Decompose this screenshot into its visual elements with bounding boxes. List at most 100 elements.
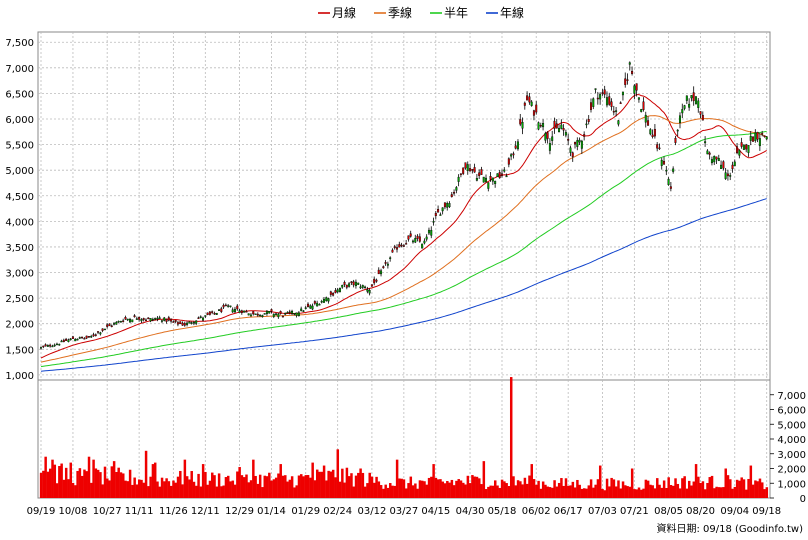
volume-bar bbox=[382, 488, 385, 498]
volume-bar bbox=[199, 486, 203, 498]
candle bbox=[74, 339, 77, 342]
candle bbox=[218, 309, 221, 311]
candle bbox=[471, 168, 474, 171]
candle bbox=[87, 336, 90, 338]
volume-bar bbox=[391, 485, 394, 498]
volume-tick-label: 7,000 bbox=[777, 391, 806, 402]
candle bbox=[316, 302, 319, 307]
candle bbox=[692, 92, 695, 102]
candle bbox=[624, 78, 627, 85]
candle bbox=[521, 122, 524, 129]
volume-bar bbox=[341, 468, 344, 498]
candle bbox=[553, 120, 556, 129]
candle bbox=[206, 312, 209, 315]
volume-bar bbox=[551, 487, 554, 498]
legend-label-1: 季線 bbox=[388, 5, 412, 20]
volume-bar bbox=[106, 478, 109, 498]
candle bbox=[92, 334, 95, 337]
price-tick-label: 3,500 bbox=[5, 243, 34, 254]
price-tick-label: 1,500 bbox=[5, 345, 34, 356]
volume-bar bbox=[85, 471, 88, 498]
candle bbox=[322, 298, 325, 303]
price-tick-label: 1,000 bbox=[5, 371, 34, 382]
candle bbox=[434, 212, 437, 217]
volume-bar bbox=[507, 486, 511, 498]
candle bbox=[377, 269, 380, 275]
x-tick-label: 12/29 bbox=[225, 506, 254, 517]
candle bbox=[202, 317, 205, 321]
x-axis: 09/19 10/08 10/27 11/11 11/26 12/11 12/29 01/14… bbox=[27, 506, 782, 517]
candle bbox=[108, 323, 111, 327]
volume-bar bbox=[637, 487, 641, 498]
candle bbox=[432, 221, 435, 223]
candle bbox=[535, 104, 538, 113]
candle bbox=[90, 336, 93, 338]
volume-bar bbox=[179, 470, 182, 498]
candle bbox=[678, 115, 681, 124]
volume-bar bbox=[233, 484, 237, 498]
volume-bar bbox=[39, 472, 43, 498]
candle bbox=[341, 284, 344, 288]
volume-bar bbox=[692, 481, 696, 498]
volume-bar bbox=[699, 482, 702, 498]
candle bbox=[644, 114, 647, 123]
volume-bar bbox=[706, 482, 709, 498]
candle bbox=[642, 101, 645, 111]
volume-bar bbox=[592, 487, 595, 498]
volume-bar bbox=[185, 476, 189, 498]
candle bbox=[354, 281, 357, 287]
candle bbox=[758, 138, 761, 147]
volume-bar bbox=[398, 478, 401, 498]
volume-bar bbox=[90, 482, 93, 498]
volume-bar bbox=[295, 485, 298, 498]
volume-bar bbox=[468, 483, 472, 498]
candle bbox=[291, 310, 294, 314]
candle bbox=[478, 172, 481, 176]
candle bbox=[249, 314, 252, 317]
candle bbox=[475, 178, 478, 181]
candle bbox=[81, 336, 84, 339]
volume-bar bbox=[304, 475, 308, 498]
volume-bar bbox=[642, 488, 645, 498]
candle bbox=[628, 62, 631, 65]
candle bbox=[231, 309, 234, 313]
volume-bar bbox=[532, 479, 536, 498]
volume-bar bbox=[252, 459, 255, 498]
volume-bar bbox=[731, 488, 734, 498]
candle bbox=[649, 129, 652, 135]
volume-bar bbox=[471, 475, 474, 498]
volume-bar bbox=[217, 473, 221, 498]
volume-tick-label: 1,000 bbox=[777, 479, 806, 490]
candle bbox=[338, 288, 341, 293]
candle bbox=[42, 345, 45, 348]
candle bbox=[352, 281, 355, 286]
volume-bar bbox=[436, 479, 440, 498]
volume-bar bbox=[450, 479, 454, 498]
volume-bar bbox=[411, 485, 415, 498]
volume-bar bbox=[738, 480, 741, 498]
x-tick-label: 10/08 bbox=[59, 506, 88, 517]
candle bbox=[76, 338, 79, 341]
candle bbox=[681, 109, 684, 114]
volume-bar bbox=[564, 478, 568, 498]
volume-bar bbox=[53, 464, 57, 498]
volume-bar bbox=[594, 484, 597, 498]
candle bbox=[747, 145, 750, 153]
volume-bar bbox=[350, 473, 353, 498]
candle bbox=[537, 122, 540, 130]
candle bbox=[67, 339, 70, 342]
candle bbox=[233, 308, 236, 313]
candle bbox=[348, 283, 351, 287]
candle bbox=[539, 125, 542, 127]
candle bbox=[279, 311, 282, 314]
candle bbox=[605, 97, 608, 106]
candle bbox=[190, 322, 193, 324]
x-tick-label: 11/11 bbox=[125, 506, 154, 517]
candle bbox=[409, 233, 412, 237]
candle bbox=[752, 136, 755, 142]
candle bbox=[459, 173, 462, 175]
candle bbox=[485, 177, 488, 183]
volume-bar bbox=[62, 479, 66, 498]
candle bbox=[254, 313, 257, 315]
candle bbox=[647, 120, 650, 126]
